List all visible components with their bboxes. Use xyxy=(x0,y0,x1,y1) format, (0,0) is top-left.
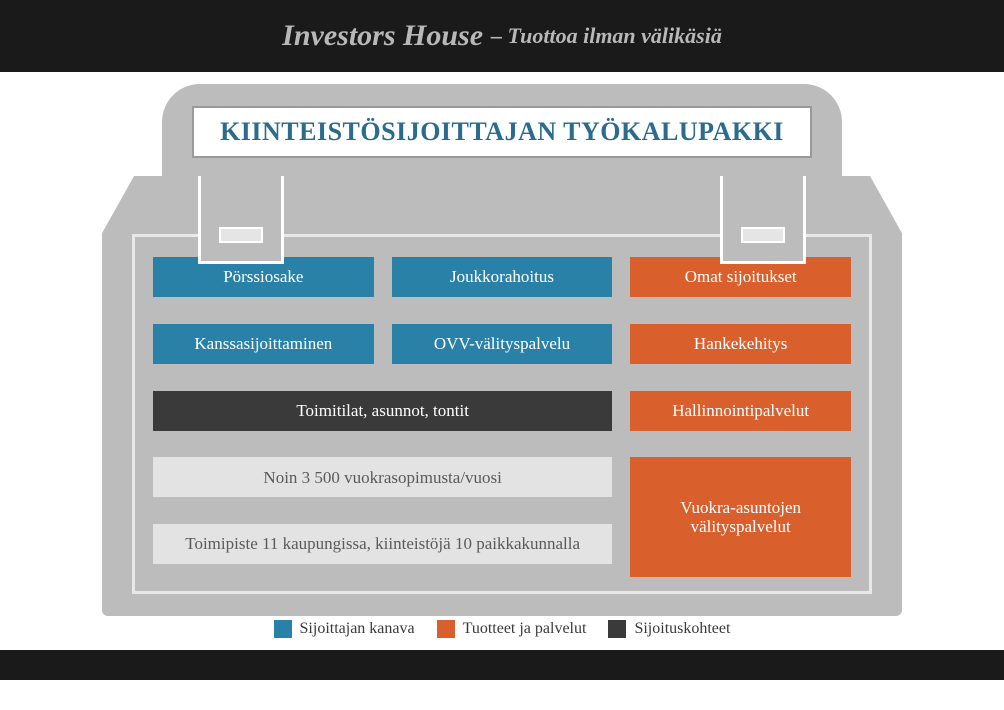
legend-label-orange: Tuotteet ja palvelut xyxy=(463,620,587,638)
tile-toimipisteet: Toimipiste 11 kaupungissa, kiinteistöjä … xyxy=(153,524,612,564)
legend-label-dark: Sijoituskohteet xyxy=(634,620,730,638)
tile-vuokrasopimukset: Noin 3 500 vuokrasopimusta/vuosi xyxy=(153,457,612,497)
title-plate: KIINTEISTÖSIJOITTAJAN TYÖKALUPAKKI xyxy=(192,106,812,158)
swatch-dark xyxy=(608,620,626,638)
legend-label-blue: Sijoittajan kanava xyxy=(300,620,415,638)
case-top: KIINTEISTÖSIJOITTAJAN TYÖKALUPAKKI xyxy=(162,84,842,176)
footer-bar xyxy=(0,650,1004,680)
legend-item-blue: Sijoittajan kanava xyxy=(274,620,415,638)
stage: KIINTEISTÖSIJOITTAJAN TYÖKALUPAKKI Pörss… xyxy=(0,72,1004,680)
tile-hallinnointipalvelut: Hallinnointipalvelut xyxy=(630,391,851,431)
inner-panel: Pörssiosake Joukkorahoitus Omat sijoituk… xyxy=(132,234,872,594)
swatch-orange xyxy=(437,620,455,638)
tile-vuokra-asuntojen-valityspalvelut: Vuokra-asuntojen välityspalvelut xyxy=(630,457,851,577)
tile-toimitilat: Toimitilat, asunnot, tontit xyxy=(153,391,612,431)
swatch-blue xyxy=(274,620,292,638)
clasp-right xyxy=(720,168,806,264)
tile-grid: Pörssiosake Joukkorahoitus Omat sijoituk… xyxy=(153,257,851,577)
clasp-left xyxy=(198,168,284,264)
tile-kanssasijoittaminen: Kanssasijoittaminen xyxy=(153,324,374,364)
header-bar: Investors House – Tuottoa ilman välikäsi… xyxy=(0,0,1004,72)
header-title-main: Investors House xyxy=(282,19,483,53)
header-title-sub: – Tuottoa ilman välikäsiä xyxy=(491,23,722,49)
case-body: Pörssiosake Joukkorahoitus Omat sijoituk… xyxy=(102,176,902,616)
toolbox-graphic: KIINTEISTÖSIJOITTAJAN TYÖKALUPAKKI Pörss… xyxy=(102,84,902,616)
tile-hankekehitys: Hankekehitys xyxy=(630,324,851,364)
legend-item-orange: Tuotteet ja palvelut xyxy=(437,620,587,638)
tile-joukkorahoitus: Joukkorahoitus xyxy=(392,257,613,297)
legend-item-dark: Sijoituskohteet xyxy=(608,620,730,638)
title-plate-text: KIINTEISTÖSIJOITTAJAN TYÖKALUPAKKI xyxy=(220,117,784,147)
legend: Sijoittajan kanava Tuotteet ja palvelut … xyxy=(0,620,1004,638)
tile-ovv-valityspalvelu: OVV-välityspalvelu xyxy=(392,324,613,364)
